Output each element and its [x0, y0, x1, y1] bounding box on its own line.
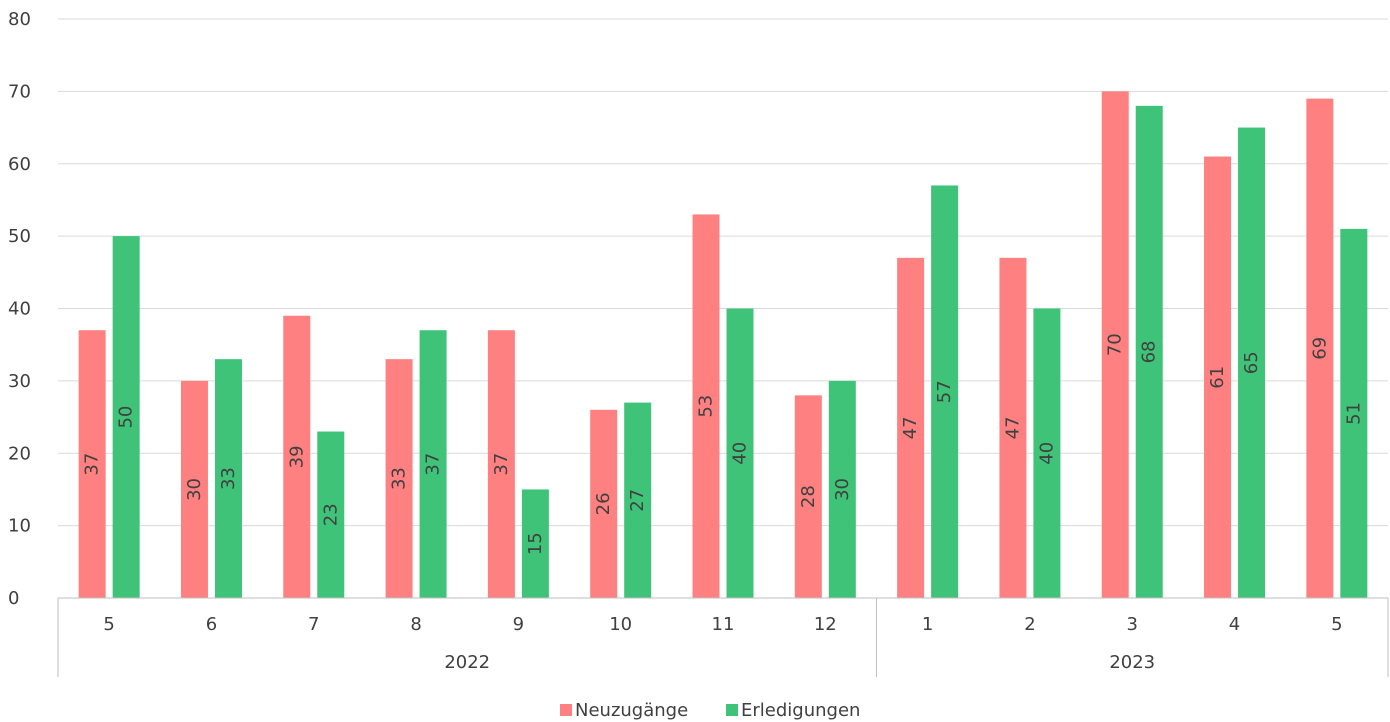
bar-erledigungen — [1033, 308, 1061, 598]
data-label: 53 — [696, 395, 717, 418]
x-tick-label: 6 — [206, 614, 217, 635]
bar-neuzugaenge — [1101, 91, 1129, 598]
data-label: 39 — [286, 445, 307, 468]
bar-neuzugaenge — [385, 359, 413, 598]
data-label: 27 — [627, 489, 648, 512]
bar-neuzugaenge — [283, 315, 311, 598]
legend-label: Erledigungen — [741, 700, 860, 721]
x-tick-label: 2 — [1024, 614, 1035, 635]
data-label: 51 — [1343, 402, 1364, 425]
bar-erledigungen — [419, 330, 447, 598]
bar-neuzugaenge — [78, 330, 106, 598]
y-tick-label: 20 — [8, 443, 31, 464]
bar-neuzugaenge — [999, 257, 1027, 598]
y-tick-label: 40 — [8, 299, 31, 320]
y-tick-label: 0 — [8, 588, 19, 609]
y-axis: 0 10 20 30 40 50 60 70 80 — [8, 9, 31, 609]
bar-neuzugaenge — [1204, 156, 1232, 598]
y-tick-label: 30 — [8, 371, 31, 392]
x-tick-label: 3 — [1127, 614, 1138, 635]
data-label: 40 — [730, 442, 751, 465]
x-tick-label: 12 — [814, 614, 837, 635]
data-label: 57 — [934, 380, 955, 403]
bar-erledigungen — [828, 380, 856, 598]
data-label: 47 — [1002, 416, 1023, 439]
bar-neuzugaenge — [590, 409, 618, 598]
x-group-label: 2022 — [444, 652, 490, 673]
data-label: 68 — [1139, 340, 1160, 363]
bar-neuzugaenge — [180, 380, 208, 598]
x-group-label: 2023 — [1109, 652, 1155, 673]
bar-neuzugaenge — [487, 330, 515, 598]
bar-neuzugaenge — [794, 395, 822, 598]
bar-erledigungen — [726, 308, 754, 598]
bar-neuzugaenge — [897, 257, 925, 598]
x-tick-label: 8 — [410, 614, 421, 635]
legend-swatch — [726, 704, 738, 716]
bar-erledigungen — [931, 185, 959, 598]
x-tick-label: 11 — [712, 614, 735, 635]
data-label: 37 — [491, 453, 512, 476]
data-label: 33 — [218, 467, 239, 490]
data-label: 30 — [184, 478, 205, 501]
bar-erledigungen — [112, 236, 140, 598]
x-tick-label: 5 — [1331, 614, 1342, 635]
bar-marks — [78, 91, 1368, 599]
data-label: 15 — [525, 532, 546, 555]
data-label: 37 — [82, 453, 103, 476]
bar-erledigungen — [317, 431, 345, 598]
legend-swatch — [560, 704, 572, 716]
data-label: 70 — [1105, 333, 1126, 356]
x-tick-label: 4 — [1229, 614, 1240, 635]
data-label: 30 — [832, 478, 853, 501]
bar-erledigungen — [624, 402, 652, 598]
data-label: 28 — [798, 485, 819, 508]
y-tick-label: 80 — [8, 9, 31, 30]
data-label: 61 — [1207, 366, 1228, 389]
data-label: 23 — [320, 503, 341, 526]
data-label: 33 — [389, 467, 410, 490]
bar-erledigungen — [1340, 228, 1368, 598]
data-label: 40 — [1036, 442, 1057, 465]
y-tick-label: 50 — [8, 226, 31, 247]
legend: Neuzugänge Erledigungen — [560, 700, 860, 721]
x-tick-label: 10 — [609, 614, 632, 635]
data-label: 65 — [1241, 351, 1262, 374]
data-labels: 37 30 39 33 37 26 53 28 47 47 70 61 69 50 33 23 37 15 27 40… — [82, 333, 1365, 555]
x-tick-label: 7 — [308, 614, 319, 635]
y-tick-label: 60 — [8, 154, 31, 175]
bar-neuzugaenge — [692, 214, 720, 598]
data-label: 47 — [900, 416, 921, 439]
data-label: 26 — [593, 492, 614, 515]
bar-erledigungen — [1135, 105, 1163, 598]
bar-erledigungen — [1238, 127, 1266, 598]
data-label: 37 — [423, 453, 444, 476]
legend-label: Neuzugänge — [575, 700, 688, 721]
data-label: 50 — [116, 406, 137, 429]
x-tick-label: 5 — [103, 614, 114, 635]
data-label: 69 — [1309, 337, 1330, 360]
bar-erledigungen — [214, 359, 242, 598]
x-tick-label: 9 — [513, 614, 524, 635]
bar-erledigungen — [521, 489, 549, 598]
bar-neuzugaenge — [1306, 98, 1334, 599]
x-tick-label: 1 — [922, 614, 933, 635]
gridlines — [58, 18, 1388, 527]
y-tick-label: 70 — [8, 81, 31, 102]
y-tick-label: 10 — [8, 516, 31, 537]
